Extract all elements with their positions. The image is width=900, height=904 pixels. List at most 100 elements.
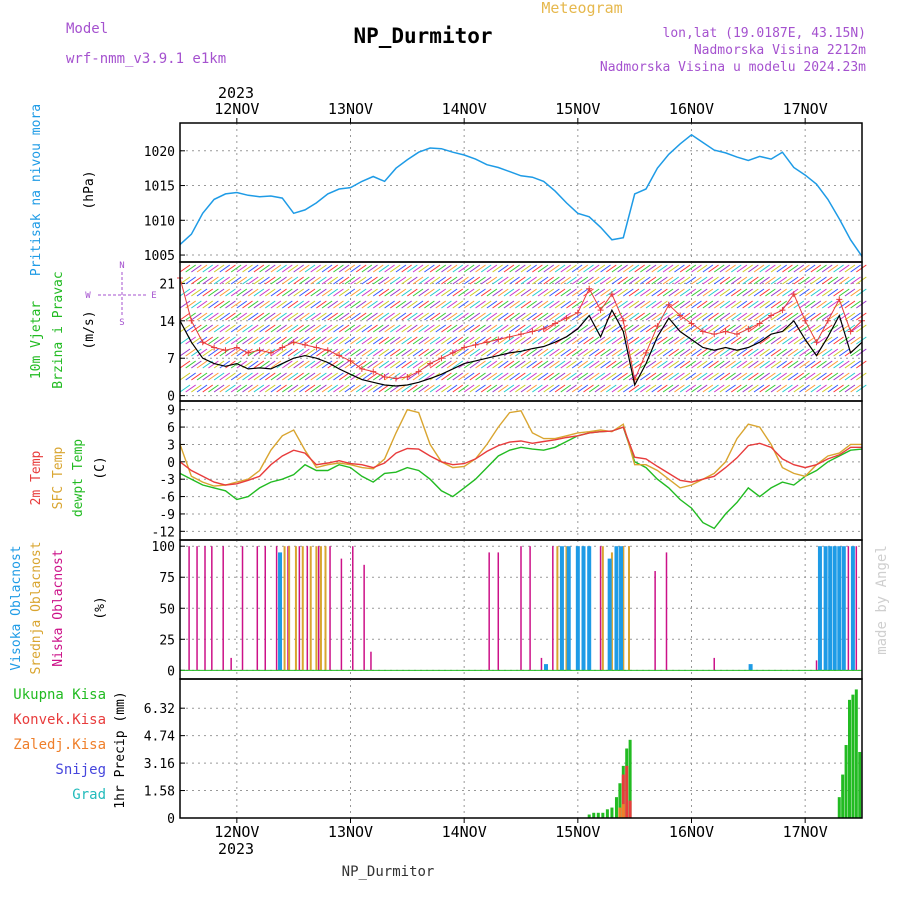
wind-barb — [412, 372, 424, 381]
wind-barb — [583, 288, 594, 297]
wind-barb — [338, 276, 350, 285]
wind-barb — [657, 288, 668, 297]
cloud-bar-high — [817, 546, 822, 671]
precip-bar-total — [837, 797, 841, 818]
wind-barb — [418, 324, 429, 333]
wind-barb — [372, 276, 384, 285]
wind-barb — [543, 324, 555, 333]
wind-barb — [435, 300, 447, 309]
wind-barb — [804, 288, 816, 297]
wind-barb — [384, 360, 395, 369]
precip-bar-total — [628, 739, 632, 818]
wind-barb — [446, 300, 458, 309]
wind-barb — [793, 384, 805, 393]
wind-barb — [327, 300, 339, 309]
wind-barb — [520, 312, 532, 321]
wind-barb — [765, 276, 776, 285]
wind-barb — [657, 360, 668, 369]
wind-barb — [765, 384, 776, 393]
wind-barb — [611, 264, 623, 273]
wind-barb — [480, 264, 492, 273]
wind-barb — [566, 288, 577, 297]
wind-barb — [270, 300, 282, 309]
wind-barb — [299, 264, 310, 273]
wind-barb — [821, 288, 833, 297]
wind-barb — [509, 300, 520, 309]
wind-barb — [367, 336, 378, 345]
wind-barb — [515, 372, 526, 381]
wind-barb — [657, 336, 668, 345]
wind-barb — [344, 300, 356, 309]
wind-barb — [827, 276, 839, 285]
wind-barb — [776, 324, 788, 333]
cloud-bar-low — [275, 546, 278, 671]
wind-barb — [634, 336, 645, 345]
gust-marker — [302, 341, 309, 348]
model-name: wrf-nmm_v3.9.1 e1km — [66, 51, 226, 67]
wind-barb — [469, 264, 481, 273]
wind-barb — [583, 336, 594, 345]
wind-barb — [219, 372, 231, 381]
wind-barb — [685, 348, 697, 357]
credit: made by Angel — [874, 545, 890, 655]
cloud-bar-mid — [288, 546, 291, 671]
wind-barb — [264, 324, 276, 333]
wind-barb — [310, 312, 322, 321]
wind-barb — [497, 336, 509, 345]
wind-barb — [634, 384, 645, 393]
wind-barb — [577, 336, 589, 345]
wind-barb — [378, 312, 390, 321]
wind-barb — [560, 360, 572, 369]
wind-barb — [844, 360, 856, 369]
wind-barb — [264, 288, 276, 297]
wind-barb — [605, 360, 617, 369]
wind-barb — [191, 312, 202, 321]
gust-marker — [699, 328, 706, 335]
wind-barb — [429, 300, 441, 309]
wind-barb — [537, 288, 549, 297]
wind-barb — [640, 264, 651, 273]
wind-barb — [560, 372, 572, 381]
wind-barb — [361, 276, 373, 285]
wind-barb — [827, 360, 839, 369]
wind-barb — [497, 324, 509, 333]
wind-barb — [497, 372, 509, 381]
precip-bar-total — [596, 812, 600, 818]
cloud-bar-high — [614, 546, 619, 671]
cloud-bar-low — [529, 546, 531, 671]
wind-barb — [503, 300, 515, 309]
wind-barb — [196, 288, 208, 297]
wind-barb — [191, 384, 202, 393]
day-label-bottom: 17NOV — [783, 823, 828, 841]
wind-barb — [282, 384, 293, 393]
wind-barb — [469, 384, 481, 393]
wind-barb — [486, 312, 498, 321]
wind-barb — [532, 348, 543, 357]
wind-barb — [367, 300, 378, 309]
wind-barb — [742, 264, 753, 273]
wind-barb — [679, 312, 691, 321]
wind-barb — [515, 288, 526, 297]
wind-speed-line — [179, 308, 863, 387]
wind-barb — [748, 384, 759, 393]
gust-marker — [427, 360, 434, 367]
wind-barb — [270, 264, 282, 273]
wind-barb — [230, 312, 242, 321]
wind-barb — [270, 324, 282, 333]
year-bottom: 2023 — [218, 840, 254, 858]
wind-barb — [236, 312, 248, 321]
wind-barb — [316, 384, 327, 393]
cloud-bar-low — [363, 564, 365, 671]
wind-barb — [844, 300, 856, 309]
wind-barb — [458, 276, 469, 285]
wind-barb — [662, 336, 674, 345]
y-tick-label: 50 — [159, 602, 175, 617]
wind-barb — [299, 348, 310, 357]
wind-barb — [264, 276, 276, 285]
wind-barb — [230, 384, 242, 393]
wind-barb — [526, 360, 537, 369]
wind-barb — [219, 336, 231, 345]
wind-barb — [850, 276, 861, 285]
wind-barb — [247, 360, 259, 369]
wind-barb — [230, 288, 242, 297]
